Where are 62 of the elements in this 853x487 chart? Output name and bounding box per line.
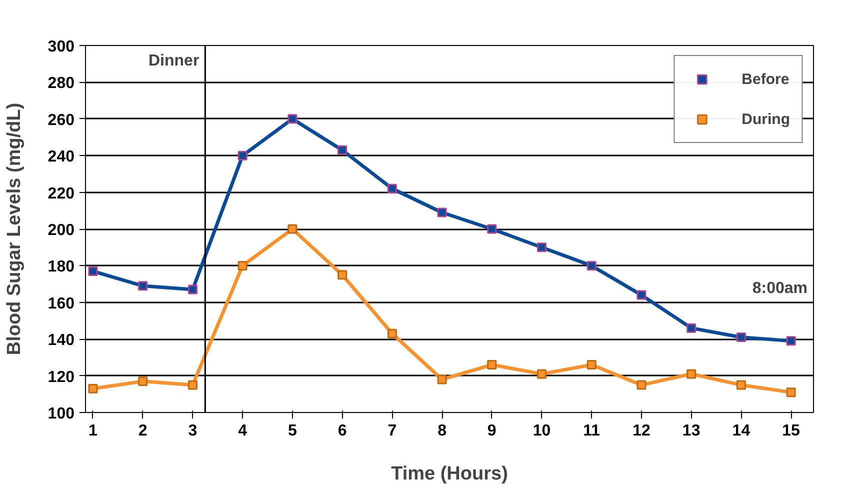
- y-tick-label: 120: [48, 368, 75, 386]
- y-tick-label: 240: [48, 148, 75, 166]
- x-tick-label: 8: [438, 422, 447, 440]
- point: [138, 376, 148, 386]
- x-tick-label: 13: [682, 422, 700, 440]
- point: [686, 369, 696, 379]
- x-tick-label: 2: [138, 422, 148, 440]
- point: [636, 380, 646, 390]
- legend-label: During: [742, 110, 790, 128]
- point: [338, 145, 348, 155]
- point: [487, 224, 497, 234]
- point: [536, 369, 546, 379]
- point: [387, 328, 397, 338]
- point: [88, 266, 98, 276]
- y-tick-label: 180: [48, 258, 75, 276]
- x-tick-label: 4: [238, 422, 248, 440]
- point: [238, 260, 248, 270]
- x-tick-label: 12: [632, 422, 650, 440]
- point: [338, 270, 348, 280]
- y-tick-label: 100: [48, 406, 75, 422]
- point: [786, 336, 796, 346]
- point: [586, 260, 596, 270]
- point: [188, 380, 198, 390]
- point: [188, 284, 198, 294]
- point: [88, 384, 98, 394]
- x-axis-title: Time (Hours): [391, 464, 508, 484]
- y-tick-label: 280: [48, 75, 75, 92]
- point: [138, 281, 148, 291]
- x-tick-label: 7: [388, 422, 397, 440]
- y-tick-label: 260: [48, 112, 75, 129]
- x-tick-label: 9: [487, 422, 496, 440]
- point: [238, 150, 248, 160]
- x-tick-label: 6: [338, 422, 347, 440]
- point: [736, 332, 746, 342]
- point: [437, 208, 447, 218]
- x-tick-label: 3: [188, 422, 198, 440]
- x-tick-label: 1: [88, 422, 98, 440]
- point: [536, 242, 546, 252]
- x-tick-label: 5: [288, 422, 297, 440]
- ref-line-label: Dinner: [148, 52, 200, 70]
- y-tick-label: 200: [48, 222, 75, 239]
- point: [636, 290, 646, 300]
- point: [686, 323, 696, 333]
- x-tick-label: 11: [583, 422, 600, 440]
- point: [437, 374, 447, 384]
- y-axis-title: Blood Sugar Levels (mg/dL): [4, 102, 25, 356]
- y-tick-label: 140: [48, 332, 75, 350]
- point: [736, 380, 746, 390]
- y-tick-label: 160: [48, 295, 75, 312]
- point: [387, 184, 397, 194]
- point: [288, 224, 298, 234]
- y-tick-label: 300: [48, 38, 75, 56]
- y-tick-label: 220: [48, 185, 75, 202]
- legend-label: Before: [742, 70, 790, 88]
- point: [586, 360, 596, 370]
- x-tick-label: 10: [532, 422, 551, 440]
- point: [487, 360, 497, 370]
- point: [786, 388, 796, 398]
- x-tick-label: 14: [732, 422, 750, 440]
- x-tick-label: 15: [782, 422, 800, 440]
- point: [288, 114, 298, 124]
- annotation: 8:00am: [752, 280, 808, 297]
